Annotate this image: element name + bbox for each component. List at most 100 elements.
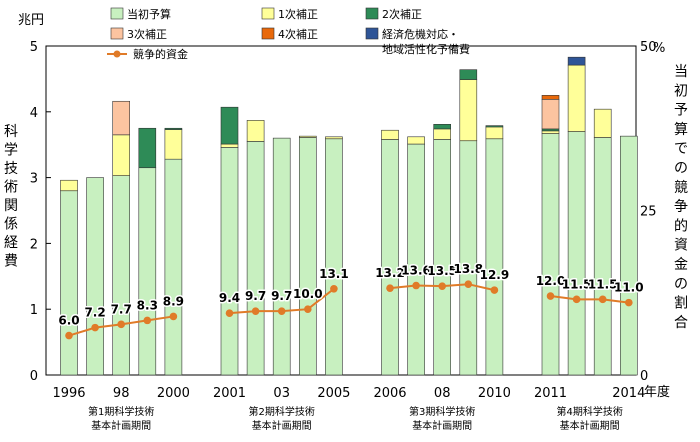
line-point-2000	[169, 312, 178, 321]
bar-segment-2000-s0	[164, 158, 183, 376]
period-label: 第4期科学技術	[556, 405, 622, 418]
x-tick-label: 08	[434, 386, 451, 401]
legend-label: 2次補正	[382, 7, 422, 21]
y-left-tick-label: 1	[30, 303, 38, 318]
bar-segment-2009-s2	[459, 69, 478, 80]
bar-segment-2007-s1	[407, 136, 425, 145]
bar-segment-2004-s1	[298, 135, 317, 138]
y-left-unit: 兆円	[18, 13, 44, 28]
legend-marker	[113, 50, 121, 58]
line-value-label: 7.7	[111, 302, 132, 316]
y-right-tick-label: 0	[640, 369, 648, 384]
line-point-2009	[464, 280, 473, 288]
line-value-label: 7.2	[84, 306, 105, 320]
line-point-2004	[304, 305, 312, 314]
y-right-title: 当初予算での競争的資金の割合	[674, 64, 688, 331]
legend-label: 競争的資金	[133, 47, 188, 61]
line-point-2014	[625, 298, 633, 307]
left-title-text: 科学技術関係経費	[4, 124, 18, 270]
x-tick-label: 2010	[478, 386, 511, 401]
legend-swatch	[110, 27, 124, 40]
line-point-1997	[91, 323, 99, 332]
legend-swatch	[261, 7, 275, 20]
legend-label: 1次補正	[278, 7, 318, 21]
y-right-tick-label: 25	[640, 205, 657, 220]
y-left-tick-label: 5	[30, 40, 38, 55]
bar-segment-2013-s0	[593, 137, 612, 376]
line-point-2005	[330, 285, 338, 293]
bar-segment-2012-s5	[567, 56, 586, 66]
y-left-title: 科学技術関係経費	[4, 124, 18, 270]
line-point-2007	[412, 281, 420, 290]
legend-swatch	[261, 27, 275, 40]
bar-segment-2000-s2	[164, 127, 183, 130]
line-value-label: 9.4	[219, 291, 240, 305]
legend-swatch	[110, 7, 124, 20]
period-label: 第3期科学技術	[409, 405, 475, 418]
line-point-2011	[546, 292, 555, 300]
bar-segment-2006-s1	[381, 129, 399, 140]
x-tick-label: 1996	[52, 386, 85, 401]
bar-segment-1996-s0	[60, 190, 78, 376]
line-point-2012	[572, 295, 581, 304]
period-label: 第2期科学技術	[249, 405, 315, 418]
bar-segment-2011-s0	[541, 133, 560, 376]
line-point-2001	[225, 309, 234, 317]
bar-segment-2005-s1	[325, 136, 343, 140]
y-left-tick-label: 2	[30, 237, 38, 252]
x-tick-label: 2006	[373, 386, 406, 401]
bar-segment-1998-s1	[112, 134, 130, 176]
line-point-2006	[386, 284, 394, 292]
bar-segment-2009-s0	[459, 140, 478, 376]
line-point-2003	[277, 307, 286, 315]
x-tick-label: 03	[273, 386, 290, 401]
y-left-tick-label: 4	[30, 106, 38, 121]
line-value-label: 12.0	[536, 274, 566, 288]
x-tick-label: 2000	[157, 386, 190, 401]
x-tick-label: 98	[113, 386, 130, 401]
x-tick-label: 2001	[213, 386, 246, 401]
line-point-2008	[438, 282, 447, 290]
legend-label: 4次補正	[278, 27, 318, 41]
line-point-1999	[143, 316, 152, 325]
line-point-2002	[251, 307, 260, 315]
bar-segment-2009-s1	[459, 79, 478, 142]
bar-segment-1997-s0	[86, 177, 104, 376]
bar-segment-2004-s0	[298, 137, 317, 376]
bar-segment-2011-s1	[541, 130, 560, 134]
bar-segment-1999-s0	[138, 167, 157, 376]
line-point-1996	[65, 331, 73, 340]
bar-segment-1998-s3	[112, 100, 130, 136]
bar-segment-2000-s1	[164, 129, 183, 160]
bar-segment-2008-s1	[433, 128, 452, 140]
bar-segment-2007-s0	[407, 143, 425, 376]
legend-label: 当初予算	[127, 7, 171, 21]
line-value-label: 10.0	[293, 287, 323, 301]
x-unit: 年度	[644, 384, 670, 400]
bar-segment-2012-s1	[567, 64, 586, 132]
line-value-label: 11.5	[562, 277, 592, 291]
period-label: 第1期科学技術	[88, 405, 154, 418]
bar-segment-1998-s0	[112, 175, 130, 376]
line-value-label: 8.9	[163, 294, 184, 308]
bar-segment-2001-s2	[220, 106, 239, 145]
right-title-text: 当初予算での競争的資金の割合	[674, 64, 688, 331]
line-value-label: 12.9	[480, 268, 510, 282]
line-value-label: 8.3	[137, 298, 158, 312]
bar-segment-2005-s0	[325, 138, 343, 376]
bar-segment-2006-s0	[381, 139, 399, 376]
legend-swatch	[365, 27, 379, 40]
bar-segment-2014-s0	[619, 135, 638, 376]
bar-segment-2013-s1	[593, 108, 612, 138]
bar-segment-1999-s2	[138, 127, 157, 169]
line-value-label: 6.0	[58, 314, 79, 328]
bar-segment-2011-s3	[541, 98, 560, 130]
period-sublabel: 基本計画期間	[91, 419, 151, 432]
bar-segment-2010-s0	[485, 138, 504, 376]
line-value-label: 13.8	[453, 262, 483, 276]
x-tick-label: 2014	[612, 386, 645, 401]
legend-label-line2: 地域活性化予備費	[382, 42, 470, 56]
y-right-tick-label: 50	[640, 40, 657, 55]
